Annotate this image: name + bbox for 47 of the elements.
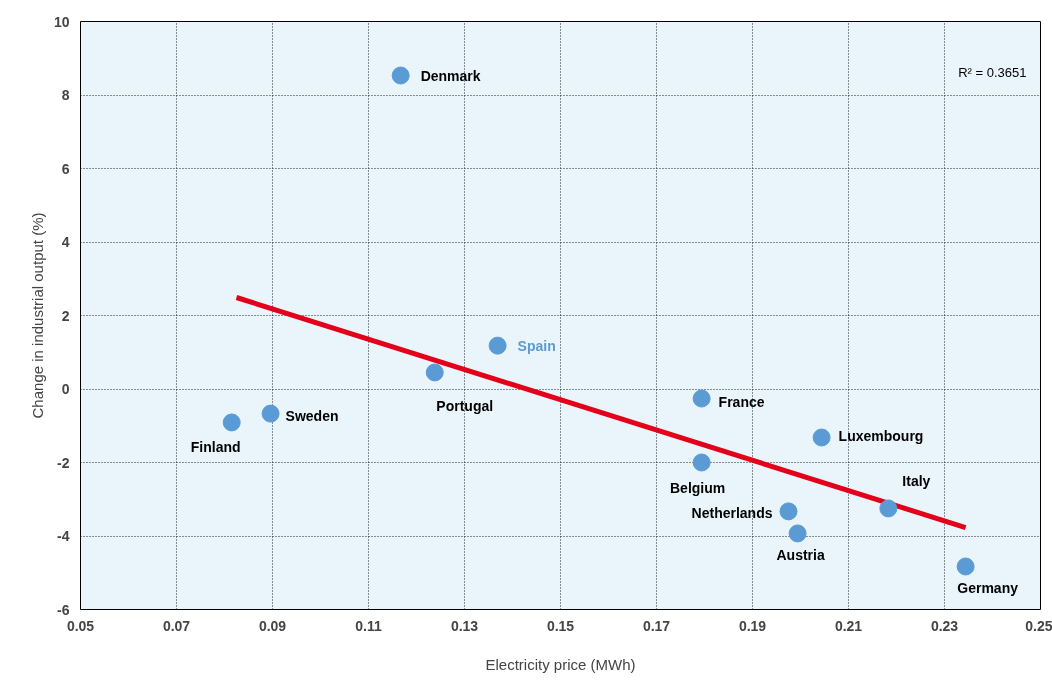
x-tick-label: 0.15 [546, 617, 575, 634]
x-tick-label: 0.11 [355, 617, 382, 634]
x-axis-title: Electricity price (MWh) [485, 655, 636, 673]
data-label: Belgium [670, 479, 726, 496]
point [261, 404, 280, 423]
y-axis-title: Change in industrial output (%) [28, 212, 46, 419]
data-label: Sweden [285, 407, 339, 424]
data-label: Luxembourg [838, 427, 924, 444]
y-tick-label: 6 [61, 160, 70, 177]
y-tick-label: 0 [61, 381, 70, 397]
x-tick-label: 0.19 [738, 617, 767, 634]
point [488, 336, 507, 355]
x-tick-label: 0.09 [258, 617, 287, 634]
y-tick-label: 4 [61, 234, 70, 250]
point [779, 502, 798, 521]
point [956, 557, 975, 576]
data-label: Italy [902, 473, 931, 490]
point [692, 453, 711, 472]
point [425, 363, 444, 382]
y-tick-label: 8 [61, 87, 70, 103]
point [391, 66, 410, 85]
point [879, 499, 898, 518]
y-tick-label: -4 [57, 528, 70, 544]
point [788, 524, 807, 543]
x-tick-label: 0.13 [450, 617, 479, 634]
point [222, 413, 241, 432]
x-tick-label: 0.25 [1025, 617, 1052, 634]
data-label: France [718, 393, 765, 410]
y-tick-label: 10 [53, 13, 70, 30]
y-tick-label: 2 [61, 307, 70, 324]
data-label: Denmark [420, 67, 481, 84]
data-label: Finland [190, 439, 241, 456]
point [812, 428, 831, 447]
data-label: Austria [776, 547, 825, 564]
data-label: Portugal [436, 398, 494, 415]
x-tick-label: 0.17 [642, 617, 671, 634]
data-label: Germany [957, 579, 1019, 596]
x-tick-label: 0.21 [834, 617, 863, 634]
y-tick-label: -2 [57, 454, 70, 471]
x-tick-label: 0.23 [930, 617, 959, 634]
y-tick-label: -6 [57, 601, 70, 618]
annotation: R² = 0.3651 [958, 64, 1027, 80]
point [692, 389, 711, 408]
data-label: Spain [517, 337, 556, 354]
data-label: Netherlands [691, 505, 773, 522]
x-tick-label: 0.07 [162, 617, 191, 634]
x-tick-label: 0.05 [66, 617, 95, 634]
